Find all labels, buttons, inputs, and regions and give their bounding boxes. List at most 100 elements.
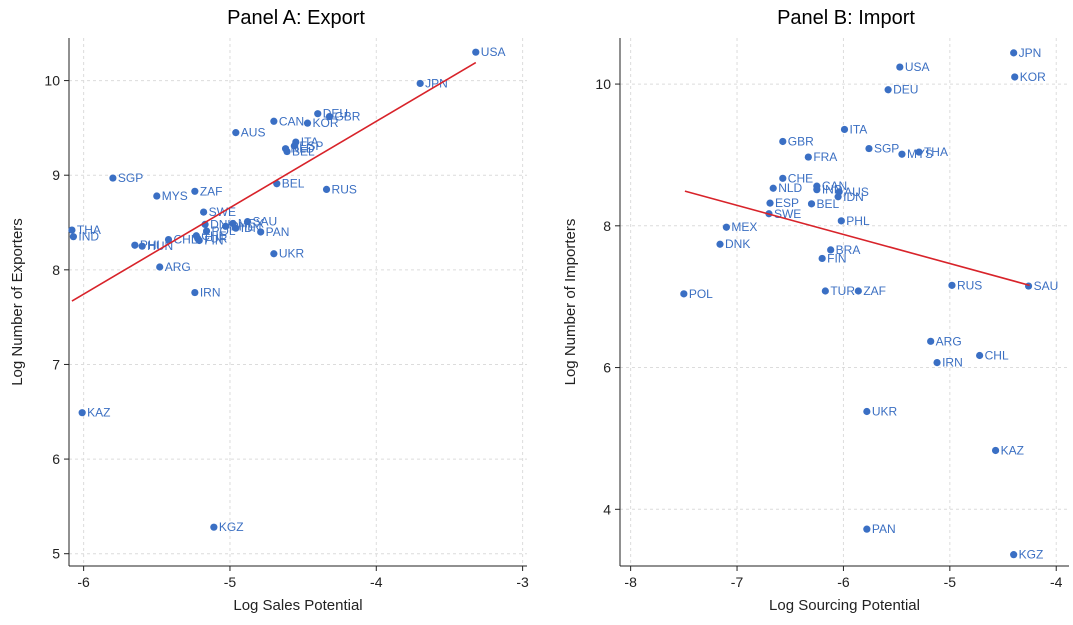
point-label: DNK (725, 237, 750, 251)
data-point (779, 137, 787, 146)
point-label: ITA (301, 135, 319, 149)
point-label: DEU (893, 83, 918, 97)
data-point (722, 223, 730, 231)
point-label: BEL (292, 145, 315, 159)
fit-line (684, 190, 1030, 287)
panel-title: Panel A: Export (227, 7, 365, 29)
data-point (314, 110, 322, 118)
point-label: ZAF (200, 184, 223, 198)
point-label: PAN (266, 225, 290, 239)
data-point (243, 217, 252, 226)
data-point (191, 187, 199, 195)
y-tick-label: 4 (603, 501, 611, 517)
point-label: FIN (827, 251, 846, 265)
y-tick-label: 6 (603, 360, 611, 376)
data-point (948, 281, 956, 289)
point-label: FRA (813, 150, 837, 164)
point-label: BEL (817, 197, 840, 211)
data-point (164, 235, 173, 244)
data-point (927, 337, 935, 345)
point-label: KGZ (1019, 548, 1044, 562)
x-tick-label: -5 (224, 574, 237, 590)
point-label: THA (924, 145, 948, 159)
data-point (303, 119, 312, 127)
point-label: USA (481, 45, 506, 59)
data-point (109, 174, 117, 182)
panel-b-import: 4 6 8 10 -8 -7 -6 -5 -4 Panel B: Import Log Sourci… (562, 7, 1069, 614)
point-label: UKR (872, 404, 898, 418)
x-axis-label: Log Sales Potential (233, 597, 362, 614)
panel-a-export: 5 6 7 8 9 10 -6 -5 -4 -3 Panel A: Export Log Sales … (9, 7, 529, 614)
data-point (322, 185, 331, 193)
point-label: AUS (241, 126, 266, 140)
data-point (976, 351, 984, 360)
data-point (896, 63, 904, 71)
y-axis-label: Log Number of Importers (562, 219, 579, 386)
point-label: CHE (201, 229, 226, 243)
data-point (283, 147, 291, 156)
point-label: USA (905, 60, 930, 74)
data-point (1024, 282, 1033, 290)
data-point (78, 409, 86, 417)
x-tick-label: -6 (77, 574, 90, 590)
point-label: KOR (1020, 70, 1046, 84)
data-point (290, 142, 298, 150)
point-label: CHL (174, 233, 198, 247)
point-label: CHL (985, 349, 1009, 363)
data-point (195, 236, 203, 245)
data-point (863, 525, 871, 533)
data-point (472, 48, 480, 56)
data-point (257, 228, 265, 236)
panel-title: Panel B: Import (777, 7, 915, 29)
point-label: CAN (279, 114, 304, 128)
y-tick-label: 7 (52, 356, 60, 372)
point-label: NLD (778, 181, 802, 195)
data-point (210, 523, 218, 531)
y-tick-label: 8 (603, 218, 611, 234)
point-label: TUR (830, 284, 855, 298)
data-point (325, 112, 334, 121)
point-label: TUR (203, 232, 228, 246)
data-point (200, 208, 208, 216)
y-tick-label: 5 (52, 546, 60, 562)
x-axis-label: Log Sourcing Potential (769, 597, 920, 614)
y-axis-label: Log Number of Exporters (9, 218, 26, 386)
data-point (232, 129, 240, 137)
data-point (1011, 73, 1019, 81)
data-point (834, 193, 842, 201)
point-label: CHE (788, 171, 813, 185)
data-point (884, 86, 892, 94)
data-point (68, 226, 76, 234)
x-tick-label: -5 (944, 574, 957, 590)
data-point (221, 222, 230, 230)
data-point (716, 240, 724, 248)
data-point (915, 148, 923, 156)
data-point (991, 446, 1000, 455)
point-label: SGP (874, 142, 899, 156)
point-label: IRN (942, 356, 963, 370)
point-label: MEX (731, 220, 757, 234)
data-point (232, 224, 240, 232)
data-point (854, 287, 862, 295)
data-point (898, 150, 906, 158)
data-point (769, 184, 777, 192)
point-label: PAN (872, 522, 896, 536)
data-point (131, 241, 139, 249)
data-point (1010, 551, 1018, 559)
data-point (191, 288, 199, 297)
point-label: MEX (238, 216, 264, 230)
data-point (153, 192, 161, 200)
x-tick-label: -4 (1050, 574, 1063, 590)
fit-line (71, 61, 477, 302)
data-point (865, 144, 873, 153)
y-tick-label: 8 (52, 262, 60, 278)
data-point (933, 358, 941, 367)
point-label: MYS (162, 189, 188, 203)
x-tick-label: -6 (837, 574, 850, 590)
data-point (813, 186, 821, 194)
point-label: ZAF (863, 284, 886, 298)
point-label: IDN (241, 221, 262, 235)
point-label: IDN (843, 190, 864, 204)
x-tick-label: -8 (624, 574, 637, 590)
